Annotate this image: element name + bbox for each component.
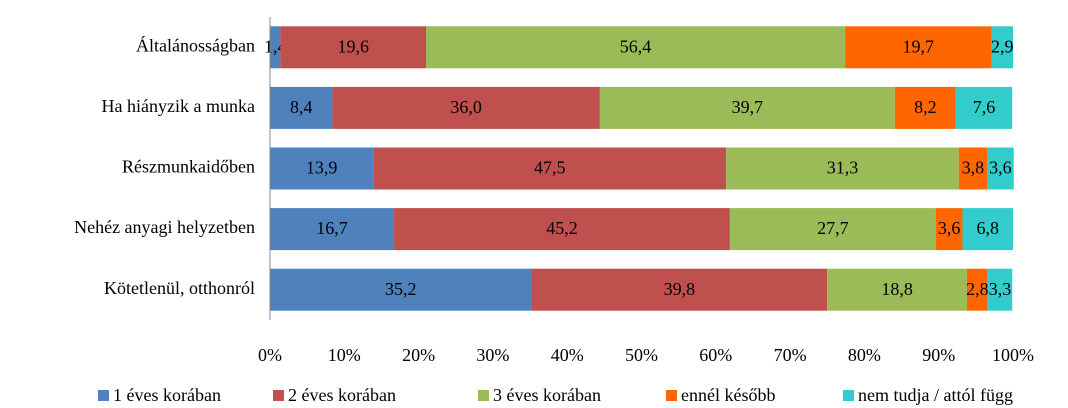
y-tick-label: Kötetlenül, otthonról: [104, 278, 255, 298]
data-label: 27,7: [817, 218, 849, 238]
data-label: 8,2: [914, 97, 937, 117]
x-tick-label: 70%: [774, 345, 807, 365]
data-label: 39,8: [664, 279, 696, 299]
legend-swatch: [273, 390, 284, 401]
bar-segment: [599, 86, 895, 129]
data-label: 3,8: [962, 158, 985, 178]
data-label: 2,8: [966, 279, 989, 299]
x-tick-label: 20%: [402, 345, 435, 365]
bar-segment: [280, 26, 427, 69]
x-tick-label: 50%: [625, 345, 658, 365]
x-tick-label: 0%: [258, 345, 282, 365]
data-label: 3,6: [989, 158, 1012, 178]
data-label: 8,4: [290, 97, 313, 117]
data-label: 45,2: [546, 218, 578, 238]
data-label: 18,8: [881, 279, 913, 299]
data-label: 16,7: [316, 218, 348, 238]
bar-segment: [726, 147, 959, 190]
y-tick-label: Ha hiányzik a munka: [102, 96, 255, 116]
data-label: 3,6: [938, 218, 961, 238]
legend-label: 1 éves korában: [113, 385, 221, 405]
bar-segment: [986, 147, 1014, 190]
legend-swatch: [843, 390, 854, 401]
legend-swatch: [98, 390, 109, 401]
x-tick-label: 80%: [848, 345, 881, 365]
x-tick-label: 30%: [476, 345, 509, 365]
data-label: 2,9: [991, 36, 1014, 56]
bar-segment: [987, 268, 1013, 311]
data-label: 6,8: [976, 218, 999, 238]
bar-segment: [935, 208, 963, 251]
legend-label: 2 éves korában: [288, 385, 396, 405]
y-tick-label: Nehéz anyagi helyzetben: [74, 217, 255, 237]
bar-segment: [394, 208, 730, 251]
data-label: 35,2: [385, 279, 417, 299]
bar-segment: [426, 26, 846, 69]
x-tick-label: 90%: [922, 345, 955, 365]
bar-segment: [270, 147, 374, 190]
data-label: 39,7: [732, 97, 764, 117]
data-label: 36,0: [450, 97, 482, 117]
data-label: 19,7: [903, 36, 935, 56]
y-tick-label: Részmunkaidőben: [122, 157, 255, 177]
bar-segment: [955, 86, 1013, 129]
legend-label: nem tudja / attól függ: [858, 385, 1013, 405]
bar-segment: [962, 208, 1013, 251]
data-label: 47,5: [534, 158, 566, 178]
data-label: 31,3: [827, 158, 859, 178]
data-label: 3,3: [989, 279, 1012, 299]
data-label: 56,4: [620, 36, 652, 56]
bar-segment: [991, 26, 1013, 69]
bar-segment: [373, 147, 727, 190]
bar-segment: [729, 208, 936, 251]
bar-segment: [531, 268, 828, 311]
legend-label: ennél később: [681, 385, 775, 405]
data-label: 7,6: [973, 97, 996, 117]
x-tick-label: 40%: [551, 345, 584, 365]
data-label: 19,6: [337, 36, 369, 56]
legend-swatch: [478, 390, 489, 401]
bar-segment: [845, 26, 992, 69]
x-tick-label: 100%: [992, 345, 1034, 365]
bar-segment: [332, 86, 600, 129]
bar-segment: [270, 208, 395, 251]
data-label: 13,9: [306, 158, 338, 178]
legend-label: 3 éves korában: [493, 385, 601, 405]
bar-segment: [958, 147, 987, 190]
bar-segment: [966, 268, 988, 311]
x-tick-label: 10%: [328, 345, 361, 365]
bar-segment: [270, 268, 532, 311]
legend-swatch: [666, 390, 677, 401]
x-tick-label: 60%: [699, 345, 732, 365]
y-tick-label: Általánosságban: [136, 34, 255, 55]
bar-segment: [894, 86, 956, 129]
bar-segment: [270, 86, 333, 129]
bar-segment: [827, 268, 967, 311]
bar-segment: [270, 26, 281, 69]
